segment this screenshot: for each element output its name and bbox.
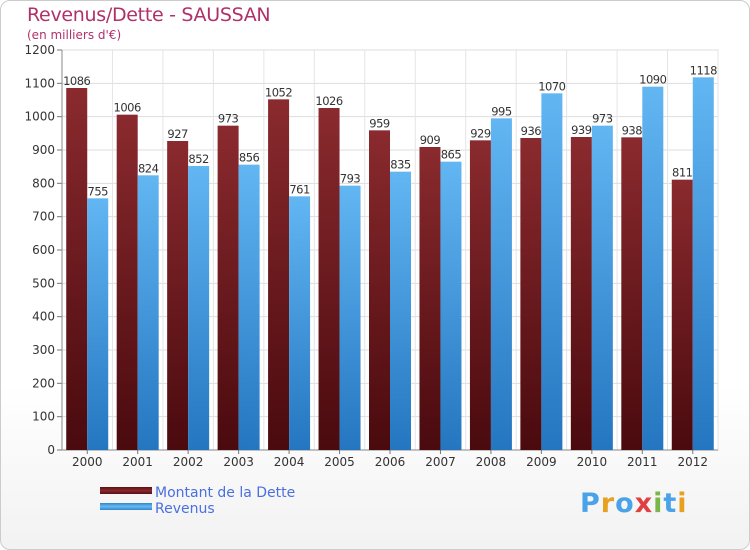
- bar-revenus: [490, 118, 512, 450]
- bar-revenus: [87, 198, 109, 450]
- x-tick-label: 2001: [122, 455, 153, 469]
- data-label: 1118: [690, 63, 717, 77]
- bar-dette: [520, 138, 542, 450]
- data-label: 852: [188, 152, 209, 166]
- bar-dette: [419, 147, 441, 450]
- bar-dette: [621, 137, 643, 451]
- y-tick-label: 900: [32, 143, 55, 157]
- bar-revenus: [642, 86, 664, 451]
- data-label: 1026: [315, 94, 342, 108]
- logo-letter: t: [663, 488, 678, 519]
- data-label: 865: [441, 148, 462, 162]
- bar-revenus: [137, 175, 159, 451]
- legend-swatch-dette: [100, 487, 152, 494]
- proxiti-logo: Proxiti: [580, 488, 688, 519]
- data-label: 824: [138, 161, 159, 175]
- y-tick-label: 800: [32, 176, 55, 190]
- data-label: 761: [289, 182, 310, 196]
- data-label: 909: [420, 133, 441, 147]
- bar-dette: [671, 179, 693, 450]
- bar-revenus: [289, 196, 311, 450]
- y-tick-label: 1000: [24, 110, 55, 124]
- data-label: 811: [672, 166, 693, 180]
- x-tick-label: 2002: [173, 455, 204, 469]
- data-label: 936: [521, 124, 542, 138]
- bar-dette: [369, 130, 390, 451]
- bar-dette: [318, 108, 340, 450]
- x-tick-label: 2000: [72, 455, 103, 469]
- x-tick-label: 2009: [526, 455, 557, 469]
- x-tick-label: 2004: [274, 455, 305, 469]
- bar-revenus: [440, 161, 462, 450]
- bar-dette: [570, 137, 592, 450]
- bar-revenus: [188, 166, 210, 450]
- legend-swatch-revenus: [100, 503, 152, 510]
- data-label: 1052: [265, 85, 292, 99]
- x-tick-label: 2007: [425, 455, 456, 469]
- data-label: 755: [88, 184, 109, 198]
- y-tick-label: 1100: [24, 76, 55, 90]
- bar-revenus: [541, 93, 563, 450]
- bar-revenus: [238, 164, 260, 450]
- legend-label-revenus: Revenus: [155, 501, 215, 517]
- data-label: 929: [470, 126, 491, 140]
- data-label: 938: [622, 123, 643, 137]
- logo-letter: i: [653, 488, 664, 519]
- bar-dette: [217, 125, 239, 451]
- logo-letter: x: [634, 488, 654, 519]
- x-tick-label: 2011: [627, 455, 658, 469]
- data-label: 835: [390, 158, 411, 172]
- y-tick-label: 500: [32, 276, 55, 290]
- data-label: 927: [167, 127, 188, 141]
- logo-letter: P: [580, 488, 601, 519]
- y-tick-label: 200: [32, 376, 55, 390]
- y-tick-label: 700: [32, 210, 55, 224]
- legend-label-dette: Montant de la Dette: [155, 485, 296, 501]
- data-label: 1086: [63, 74, 90, 88]
- bar-revenus: [692, 77, 714, 450]
- bar-dette: [469, 140, 491, 451]
- x-tick-label: 2008: [476, 455, 507, 469]
- bar-dette: [116, 114, 138, 451]
- x-tick-label: 2010: [577, 455, 608, 469]
- bar-revenus: [390, 171, 411, 450]
- bar-dette: [268, 99, 290, 450]
- data-label: 939: [571, 123, 592, 137]
- data-label: 973: [592, 112, 613, 126]
- x-tick-label: 2006: [375, 455, 406, 469]
- y-tick-label: 600: [32, 243, 55, 257]
- x-tick-label: 2003: [223, 455, 254, 469]
- bar-revenus: [339, 185, 361, 450]
- data-label: 973: [218, 112, 239, 126]
- chart-subtitle: (en milliers d'€): [27, 28, 122, 42]
- logo-letter: i: [677, 488, 688, 519]
- y-tick-label: 100: [32, 410, 55, 424]
- data-label: 959: [369, 116, 390, 130]
- y-tick-label: 400: [32, 310, 55, 324]
- logo-letter: r: [600, 488, 616, 519]
- bar-dette: [167, 141, 189, 450]
- y-tick-label: 1200: [24, 43, 55, 57]
- x-tick-label: 2012: [677, 455, 708, 469]
- logo-letter: o: [615, 488, 635, 519]
- data-label: 1090: [639, 73, 666, 87]
- data-label: 995: [491, 104, 512, 118]
- data-label: 1006: [114, 101, 141, 115]
- y-tick-label: 300: [32, 343, 55, 357]
- data-label: 1070: [538, 79, 565, 93]
- x-tick-label: 2005: [324, 455, 355, 469]
- bar-revenus: [591, 125, 613, 451]
- data-label: 793: [340, 172, 361, 186]
- bar-dette: [66, 88, 88, 450]
- y-tick-label: 0: [47, 443, 55, 457]
- chart-title: Revenus/Dette - SAUSSAN: [27, 4, 271, 26]
- data-label: 856: [239, 151, 260, 165]
